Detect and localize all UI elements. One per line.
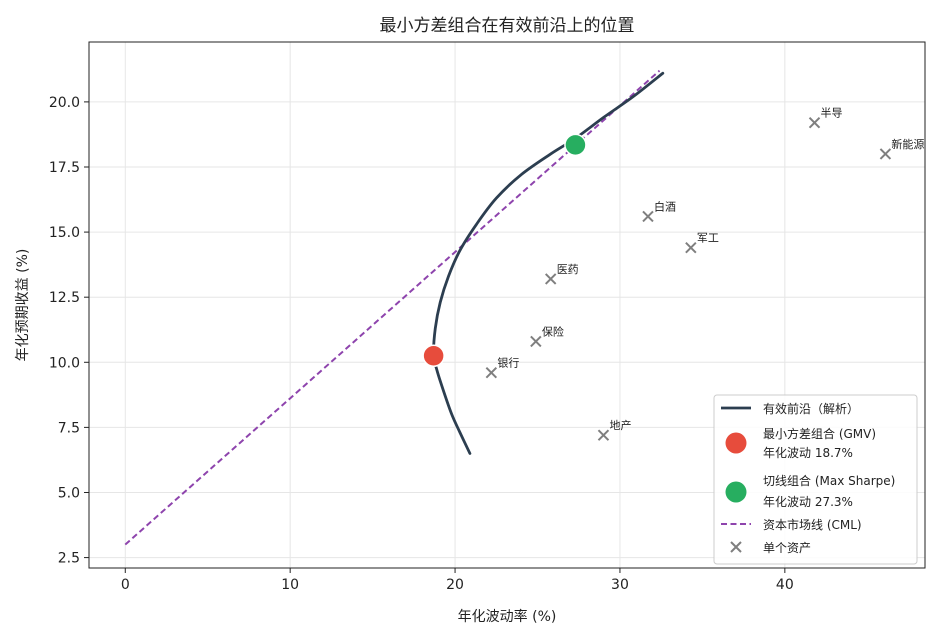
legend-gmv-label: 最小方差组合 (GMV) [763, 426, 876, 441]
asset-point: 医药 [544, 263, 579, 285]
y-tick-label: 2.5 [58, 551, 80, 567]
legend-tangency-label: 切线组合 (Max Sharpe) [763, 473, 895, 488]
legend-asset-label: 单个资产 [763, 541, 811, 555]
asset-point: 银行 [485, 356, 519, 379]
legend-asset-swatch [730, 541, 742, 553]
legend: 有效前沿（解析） 最小方差组合 (GMV) 年化波动 18.7% 切线组合 (Max … [713, 394, 918, 565]
asset-label: 医药 [557, 263, 579, 276]
asset-point: 新能源 [879, 137, 924, 160]
asset-marker [685, 242, 697, 254]
legend-frontier-label: 有效前沿（解析） [763, 401, 859, 416]
y-tick-label: 17.5 [49, 160, 80, 176]
x-tick-label: 30 [611, 577, 629, 593]
legend-cml-label: 资本市场线 (CML) [763, 517, 862, 532]
asset-marker [879, 148, 892, 160]
y-tick-label: 10.0 [49, 355, 80, 371]
asset-label: 保险 [542, 324, 564, 338]
asset-point: 军工 [685, 232, 719, 254]
x-tick-label: 40 [776, 577, 794, 593]
legend-gmv-sublabel: 年化波动 18.7% [763, 446, 853, 460]
asset-marker [544, 273, 557, 285]
axes: 0 10 20 30 40 2.5 5.0 7.5 10.0 12.5 15.0 17.5 20.0 [49, 95, 794, 593]
asset-label: 半导 [821, 106, 843, 120]
asset-label: 银行 [497, 356, 519, 370]
y-tick-label: 12.5 [49, 290, 80, 306]
asset-marker [808, 117, 821, 129]
frontier-line [432, 71, 665, 455]
cml-line [124, 69, 661, 546]
chart-title: 最小方差组合在有效前沿上的位置 [380, 16, 635, 36]
legend-tangency-sublabel: 年化波动 27.3% [763, 495, 853, 509]
asset-label: 地产 [609, 418, 631, 432]
y-tick-label: 20.0 [49, 95, 80, 111]
x-axis-label: 年化波动率 (%) [458, 608, 557, 625]
x-tick-label: 10 [281, 577, 299, 593]
y-tick-label: 5.0 [58, 485, 80, 501]
asset-label: 新能源 [891, 137, 924, 151]
grid [89, 42, 925, 568]
x-tick-label: 20 [446, 577, 464, 593]
asset-marker [642, 210, 654, 223]
asset-marker [597, 429, 610, 441]
y-tick-label: 7.5 [58, 420, 80, 436]
legend-gmv-swatch [725, 432, 747, 454]
asset-label: 白酒 [654, 199, 676, 213]
asset-point: 保险 [530, 324, 564, 348]
gmv-point [422, 344, 445, 368]
legend-box [713, 394, 918, 565]
legend-tangency-swatch [725, 481, 747, 503]
asset-point: 地产 [597, 418, 631, 441]
tangency-point [564, 133, 587, 157]
asset-point: 白酒 [642, 199, 676, 223]
asset-point: 半导 [808, 106, 843, 129]
y-tick-label: 15.0 [49, 225, 80, 241]
asset-marker [530, 335, 542, 348]
asset-label: 军工 [697, 232, 719, 245]
asset-marker [485, 366, 498, 379]
y-axis-label: 年化预期收益 (%) [15, 249, 31, 362]
plot-frame [88, 41, 926, 569]
x-tick-label: 0 [121, 577, 130, 593]
